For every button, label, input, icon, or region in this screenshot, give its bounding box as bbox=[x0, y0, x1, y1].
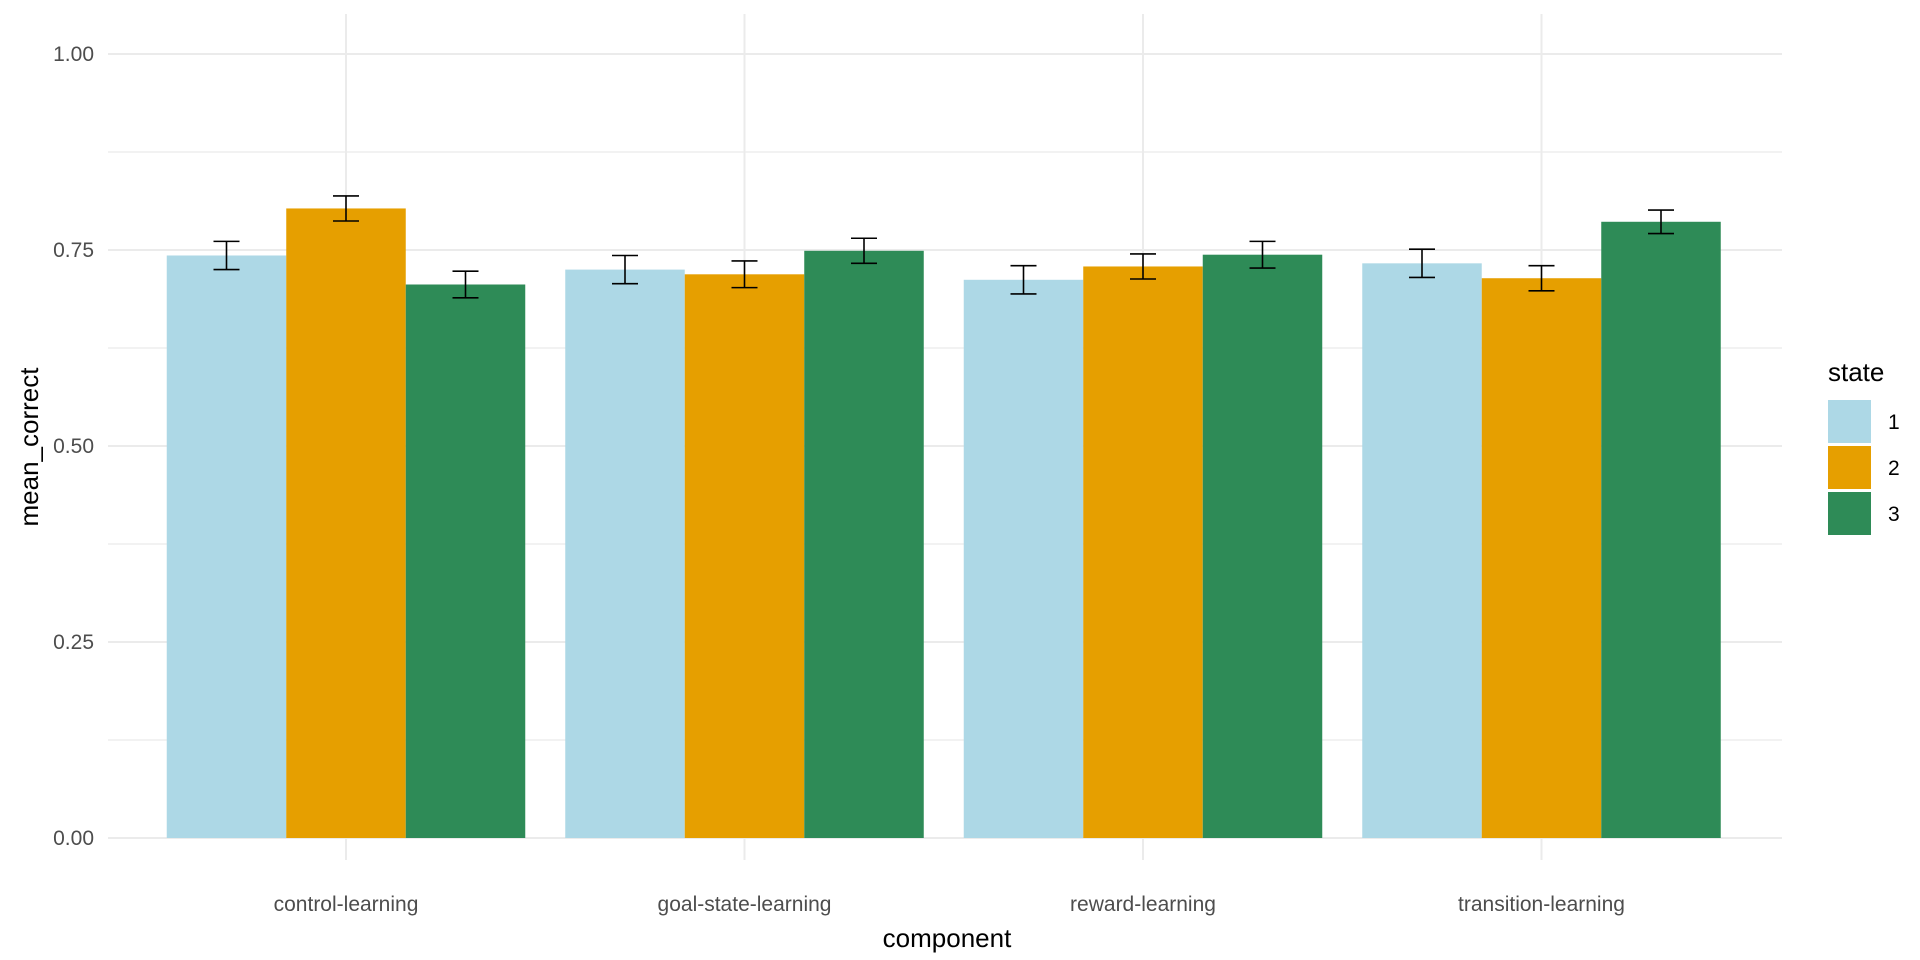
bar-control-learning-state-1 bbox=[166, 255, 287, 838]
x-axis-title: component bbox=[883, 923, 1012, 953]
error-bar-reward-learning-state-2 bbox=[1130, 253, 1156, 280]
error-bar-layer bbox=[213, 195, 1674, 299]
legend-label-state-3: 3 bbox=[1888, 503, 1900, 526]
bar-transition-learning-state-1 bbox=[1362, 263, 1482, 838]
bar-goal-state-learning-state-2 bbox=[684, 274, 805, 839]
error-bar-control-learning-state-3 bbox=[452, 270, 479, 299]
error-bar-goal-state-learning-state-2 bbox=[731, 260, 758, 289]
error-bar-goal-state-learning-state-3 bbox=[851, 237, 877, 265]
y-tick-label: 1.00 bbox=[53, 43, 94, 66]
legend-items: 1 2 3 bbox=[1828, 400, 1900, 535]
bar-control-learning-state-2 bbox=[286, 208, 406, 838]
x-tick-labels: control-learning goal-state-learning rewar… bbox=[274, 893, 1625, 916]
legend-key-state-3 bbox=[1828, 492, 1871, 535]
legend: state 1 2 3 bbox=[1828, 357, 1900, 535]
legend-key-state-2 bbox=[1828, 446, 1871, 489]
error-bar-transition-learning-state-1 bbox=[1409, 248, 1435, 279]
error-bar-transition-learning-state-3 bbox=[1648, 209, 1674, 235]
bar-reward-learning-state-1 bbox=[963, 279, 1084, 838]
error-bar-goal-state-learning-state-1 bbox=[612, 254, 638, 285]
y-tick-label: 0.25 bbox=[53, 631, 94, 654]
bar-goal-state-learning-state-3 bbox=[804, 250, 924, 838]
y-axis-title: mean_correct bbox=[14, 367, 44, 527]
bar-goal-state-learning-state-1 bbox=[565, 269, 685, 839]
error-bar-control-learning-state-2 bbox=[333, 195, 359, 222]
y-tick-label: 0.00 bbox=[53, 827, 94, 850]
bar-layer bbox=[166, 208, 1721, 839]
legend-label-state-1: 1 bbox=[1888, 411, 1900, 434]
bar-transition-learning-state-3 bbox=[1601, 221, 1721, 838]
bar-control-learning-state-3 bbox=[405, 284, 526, 839]
x-tick-label: reward-learning bbox=[1070, 893, 1216, 916]
error-bar-reward-learning-state-3 bbox=[1249, 240, 1276, 269]
error-bar-transition-learning-state-2 bbox=[1528, 264, 1555, 292]
error-bar-reward-learning-state-1 bbox=[1010, 264, 1037, 295]
error-bar-control-learning-state-1 bbox=[213, 240, 240, 271]
legend-key-state-1 bbox=[1828, 400, 1871, 443]
bar-reward-learning-state-2 bbox=[1083, 266, 1203, 838]
x-tick-label: transition-learning bbox=[1458, 893, 1625, 916]
y-tick-label: 0.50 bbox=[53, 435, 94, 458]
x-tick-label: goal-state-learning bbox=[658, 893, 832, 916]
bar-transition-learning-state-2 bbox=[1481, 278, 1602, 838]
legend-label-state-2: 2 bbox=[1888, 457, 1900, 480]
x-tick-label: control-learning bbox=[274, 893, 419, 916]
y-tick-label: 0.75 bbox=[53, 239, 94, 262]
legend-title: state bbox=[1828, 357, 1884, 387]
y-tick-labels: 0.00 0.25 0.50 0.75 1.00 bbox=[53, 43, 94, 850]
bar-reward-learning-state-3 bbox=[1202, 254, 1323, 839]
